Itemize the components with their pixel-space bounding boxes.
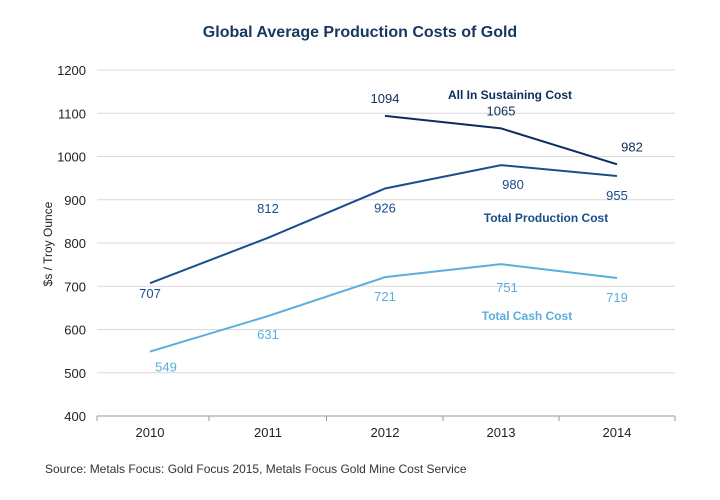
- x-tick-label: 2013: [487, 425, 516, 440]
- y-tick-label: 600: [64, 323, 86, 338]
- data-label: 719: [606, 290, 628, 305]
- gridlines: [97, 69, 675, 417]
- data-labels: 1094 1065 982 707 812 926 980 955 549 631 721 751 71…: [139, 91, 643, 375]
- data-label: 751: [496, 280, 518, 295]
- x-tick-label: 2010: [136, 425, 165, 440]
- source-note: Source: Metals Focus: Gold Focus 2015, M…: [45, 462, 467, 476]
- data-label: 707: [139, 286, 161, 301]
- series-line: [149, 263, 618, 353]
- y-tick-label: 800: [64, 236, 86, 251]
- data-label: 549: [155, 360, 177, 375]
- data-label: 955: [606, 188, 628, 203]
- x-tick-label: 2014: [603, 425, 632, 440]
- series-line: [149, 164, 618, 285]
- y-tick-label: 1100: [58, 106, 86, 121]
- data-label: 721: [374, 289, 396, 304]
- series-line: [384, 114, 618, 166]
- series-name-label: Total Production Cost: [484, 211, 608, 225]
- chart-title: Global Average Production Costs of Gold: [203, 24, 517, 41]
- y-tick-label: 1200: [57, 63, 86, 78]
- data-label: 1065: [487, 103, 516, 118]
- y-tick-label: 500: [64, 366, 86, 381]
- y-tick-label: 1000: [57, 150, 86, 165]
- data-label: 982: [621, 139, 643, 154]
- series-name-label: Total Cash Cost: [482, 309, 572, 323]
- data-label: 631: [257, 327, 279, 342]
- data-label: 812: [257, 201, 279, 216]
- y-axis-label: $s / Troy Ounce: [41, 201, 55, 286]
- data-label: 980: [502, 177, 524, 192]
- y-tick-label: 400: [64, 409, 86, 424]
- y-axis-ticks: 400 500 600 700 800 900 1000 1100 1200: [57, 63, 86, 424]
- x-tick-label: 2011: [254, 425, 282, 440]
- series-name-label: All In Sustaining Cost: [448, 88, 572, 102]
- data-label: 926: [374, 201, 396, 216]
- y-tick-label: 900: [64, 193, 86, 208]
- series-lines: [149, 114, 618, 353]
- y-tick-label: 700: [64, 279, 86, 294]
- x-axis-ticks: 2010 2011 2012 2013 2014: [96, 416, 676, 440]
- series-labels: All In Sustaining Cost Total Production C…: [448, 88, 608, 323]
- data-label: 1094: [371, 91, 400, 106]
- x-tick-label: 2012: [371, 425, 400, 440]
